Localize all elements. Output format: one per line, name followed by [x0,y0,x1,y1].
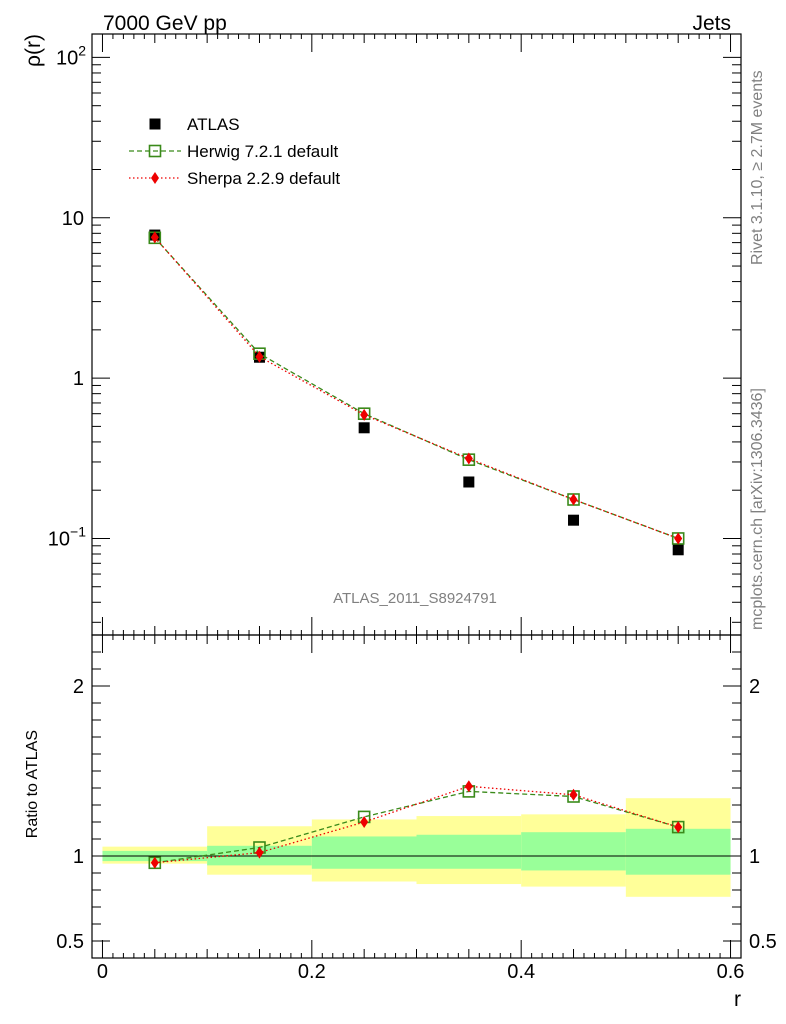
legend-marker [148,144,162,158]
ratio-data-point [255,846,264,859]
main-data-point [255,350,264,363]
x-tick-label: 0.2 [298,961,326,983]
stat-uncertainty-band [625,828,731,875]
main-data-point [568,514,580,526]
mcplots-text: mcplots.cern.ch [arXiv:1306.3436] [749,388,766,630]
legend-marker [149,118,161,130]
main-series-line [154,236,679,540]
main-panel: 10−1 1 10 102 ATLAS Herwig 7.2.1 default Sherp… [48,33,742,636]
ratio-data-point [674,821,683,834]
main-y-tick-label: 10−1 [48,523,86,550]
ratio-series-line [154,785,679,864]
ratio-y-tick-label: 1 [73,846,84,868]
main-y-axis-label: ρ(r) [22,34,45,67]
ratio-data-point [150,856,159,869]
main-data-point [672,544,684,556]
ratio-y-axis-label: Ratio to ATLAS [24,730,41,838]
ratio-y-tick-label: 0.5 [56,931,84,953]
stat-uncertainty-band [416,834,522,869]
stat-uncertainty-band [311,836,417,869]
ratio-panel: 0.5 0.5 1 1 2 2 0 0.2 0.4 0.6 [56,634,777,983]
main-data-point [463,476,475,488]
header-right-title: Jets [692,12,731,35]
main-data-point [674,532,683,545]
x-axis-label: r [734,988,741,1011]
main-data-point [360,408,369,421]
main-y-tick-label: 102 [56,42,86,69]
ratio-y-tick-label-right: 0.5 [749,931,777,953]
main-data-point [150,231,159,244]
header-left-title: 7000 GeV pp [103,12,227,35]
ratio-series-line [154,790,679,864]
main-y-tick-label: 10 [62,208,84,230]
analysis-label: ATLAS_2011_S8924791 [333,590,497,607]
stat-uncertainty-band [521,832,626,871]
x-tick-label: 0 [97,961,108,983]
main-series-line [154,237,679,540]
legend-marker [151,172,159,184]
ratio-data-point [569,788,578,801]
ratio-data-point [464,780,473,793]
legend-label: Herwig 7.2.1 default [187,142,338,161]
x-tick-label: 0.4 [507,961,535,983]
main-data-point [358,422,370,434]
ratio-data-point [360,816,369,828]
ratio-y-tick-label-right: 1 [749,846,760,868]
ratio-frame [91,634,742,959]
main-data-point [464,452,473,465]
ratio-y-tick-label: 2 [73,676,84,698]
ratio-y-tick-label-right: 2 [749,676,760,698]
legend-label: Sherpa 2.2.9 default [187,169,340,188]
main-data-point [569,493,578,506]
legend-label: ATLAS [187,115,240,134]
main-y-tick-label: 1 [73,368,84,390]
x-tick-label: 0.6 [717,961,745,983]
rivet-version-text: Rivet 3.1.10, ≥ 2.7M events [749,70,766,265]
